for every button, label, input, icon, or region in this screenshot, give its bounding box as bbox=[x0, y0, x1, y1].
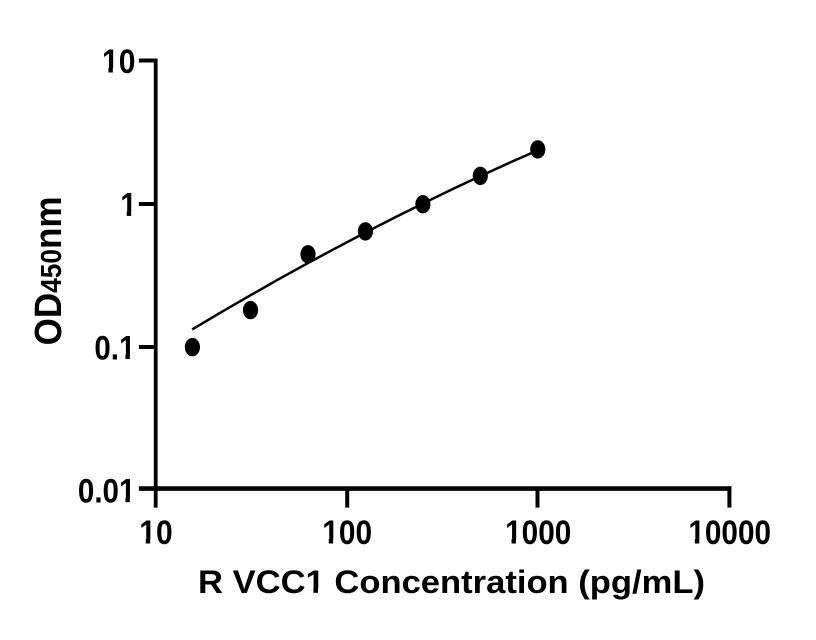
svg-text:1000: 1000 bbox=[505, 514, 571, 552]
svg-text:0.1: 0.1 bbox=[94, 329, 135, 367]
svg-text:10: 10 bbox=[139, 514, 172, 552]
svg-text:0.01: 0.01 bbox=[78, 473, 136, 511]
svg-text:100: 100 bbox=[322, 514, 372, 552]
svg-text:R VCC1 Concentration (pg/mL): R VCC1 Concentration (pg/mL) bbox=[198, 564, 705, 600]
svg-text:10: 10 bbox=[102, 43, 135, 81]
svg-text:10000: 10000 bbox=[688, 514, 771, 552]
svg-text:1: 1 bbox=[120, 186, 137, 224]
